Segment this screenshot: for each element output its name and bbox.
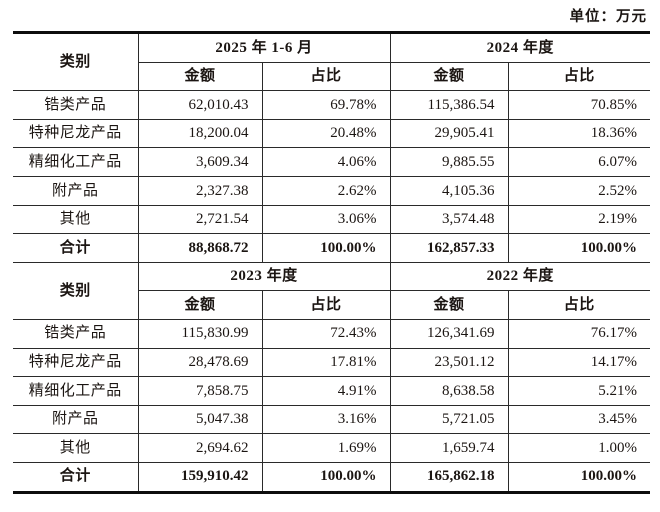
ratio-value: 100.00% (507, 233, 651, 263)
ratio-value: 3.16% (261, 404, 391, 435)
period-header-2024: 2024 年度 (389, 32, 651, 63)
amount-value: 165,862.18 (389, 461, 509, 493)
amount-value: 28,478.69 (137, 347, 263, 378)
ratio-column-header: 占比 (261, 61, 391, 92)
unit-label: 单位：万元 (569, 9, 647, 25)
ratio-column-header: 占比 (507, 61, 651, 92)
amount-value: 115,386.54 (389, 90, 509, 120)
amount-value: 2,721.54 (137, 204, 263, 235)
ratio-value: 100.00% (261, 461, 391, 493)
category-label: 锆类产品 (13, 90, 139, 120)
document-page: 单位：万元 类别 2025 年 1-6 月 2024 年度 金额 占比 金额 占… (13, 9, 651, 494)
category-label: 附产品 (13, 404, 139, 435)
table-row: 锆类产品 62,010.43 69.78% 115,386.54 70.85% (13, 90, 651, 120)
ratio-value: 1.00% (507, 433, 651, 463)
header-row-periods: 类别 2025 年 1-6 月 2024 年度 (13, 31, 651, 92)
amount-value: 2,327.38 (137, 175, 263, 206)
ratio-value: 70.85% (507, 90, 651, 120)
category-label: 锆类产品 (13, 318, 139, 349)
category-label: 合计 (13, 233, 139, 263)
ratio-value: 3.06% (261, 204, 391, 235)
amount-value: 1,659.74 (389, 433, 509, 463)
ratio-value: 2.19% (507, 204, 651, 235)
ratio-value: 14.17% (507, 347, 651, 378)
category-label: 其他 (13, 433, 139, 463)
ratio-value: 100.00% (507, 461, 651, 493)
amount-value: 115,830.99 (137, 318, 263, 349)
category-label: 其他 (13, 204, 139, 235)
ratio-column-header: 占比 (507, 290, 651, 320)
table-row: 其他 2,721.54 3.06% 3,574.48 2.19% (13, 204, 651, 235)
amount-value: 23,501.12 (389, 347, 509, 378)
table-row: 锆类产品 115,830.99 72.43% 126,341.69 76.17% (13, 318, 651, 349)
category-label: 特种尼龙产品 (13, 118, 139, 149)
ratio-column-header: 占比 (261, 290, 391, 320)
amount-value: 3,609.34 (137, 147, 263, 177)
revenue-breakdown-table: 类别 2025 年 1-6 月 2024 年度 金额 占比 金额 占比 锆类产品… (13, 31, 651, 494)
ratio-value: 6.07% (507, 147, 651, 177)
header-row-periods: 类别 2023 年度 2022 年度 (13, 261, 651, 320)
category-label: 合计 (13, 461, 139, 493)
ratio-value: 20.48% (261, 118, 391, 149)
ratio-value: 18.36% (507, 118, 651, 149)
amount-value: 4,105.36 (389, 175, 509, 206)
ratio-value: 5.21% (507, 376, 651, 406)
amount-value: 5,721.05 (389, 404, 509, 435)
amount-column-header: 金额 (138, 290, 263, 320)
amount-value: 159,910.42 (137, 461, 263, 493)
ratio-value: 4.91% (261, 376, 391, 406)
ratio-value: 1.69% (261, 433, 391, 463)
amount-column-header: 金额 (389, 61, 509, 92)
table-row: 精细化工产品 7,858.75 4.91% 8,638.58 5.21% (13, 376, 651, 406)
amount-column-header: 金额 (138, 61, 263, 92)
ratio-value: 72.43% (261, 318, 391, 349)
amount-value: 7,858.75 (137, 376, 263, 406)
amount-value: 162,857.33 (389, 233, 509, 263)
period-header-2023: 2023 年度 (137, 261, 391, 292)
ratio-value: 76.17% (507, 318, 651, 349)
ratio-value: 17.81% (261, 347, 391, 378)
ratio-value: 4.06% (261, 147, 391, 177)
category-column-header: 类别 (13, 31, 139, 92)
ratio-value: 69.78% (261, 90, 391, 120)
category-label: 特种尼龙产品 (13, 347, 139, 378)
table-row: 精细化工产品 3,609.34 4.06% 9,885.55 6.07% (13, 147, 651, 177)
table-row: 附产品 5,047.38 3.16% 5,721.05 3.45% (13, 404, 651, 435)
category-label: 精细化工产品 (13, 376, 139, 406)
amount-value: 18,200.04 (137, 118, 263, 149)
total-row: 合计 159,910.42 100.00% 165,862.18 100.00% (13, 461, 651, 493)
table-row: 其他 2,694.62 1.69% 1,659.74 1.00% (13, 433, 651, 463)
category-label: 精细化工产品 (13, 147, 139, 177)
amount-value: 126,341.69 (389, 318, 509, 349)
ratio-value: 2.62% (261, 175, 391, 206)
ratio-value: 100.00% (261, 233, 391, 263)
amount-column-header: 金额 (389, 290, 509, 320)
period-header-2022: 2022 年度 (389, 261, 651, 292)
amount-value: 5,047.38 (137, 404, 263, 435)
amount-value: 9,885.55 (389, 147, 509, 177)
category-label: 附产品 (13, 175, 139, 206)
category-column-header: 类别 (13, 261, 139, 320)
amount-value: 2,694.62 (137, 433, 263, 463)
amount-value: 29,905.41 (389, 118, 509, 149)
total-row: 合计 88,868.72 100.00% 162,857.33 100.00% (13, 233, 651, 263)
amount-value: 3,574.48 (389, 204, 509, 235)
header-row-subheaders: 金额 占比 金额 占比 (13, 290, 651, 320)
table-row: 特种尼龙产品 28,478.69 17.81% 23,501.12 14.17% (13, 347, 651, 378)
amount-value: 8,638.58 (389, 376, 509, 406)
amount-value: 88,868.72 (137, 233, 263, 263)
amount-value: 62,010.43 (137, 90, 263, 120)
table-row: 附产品 2,327.38 2.62% 4,105.36 2.52% (13, 175, 651, 206)
ratio-value: 2.52% (507, 175, 651, 206)
period-header-2025h1: 2025 年 1-6 月 (137, 32, 391, 63)
ratio-value: 3.45% (507, 404, 651, 435)
table-row: 特种尼龙产品 18,200.04 20.48% 29,905.41 18.36% (13, 118, 651, 149)
